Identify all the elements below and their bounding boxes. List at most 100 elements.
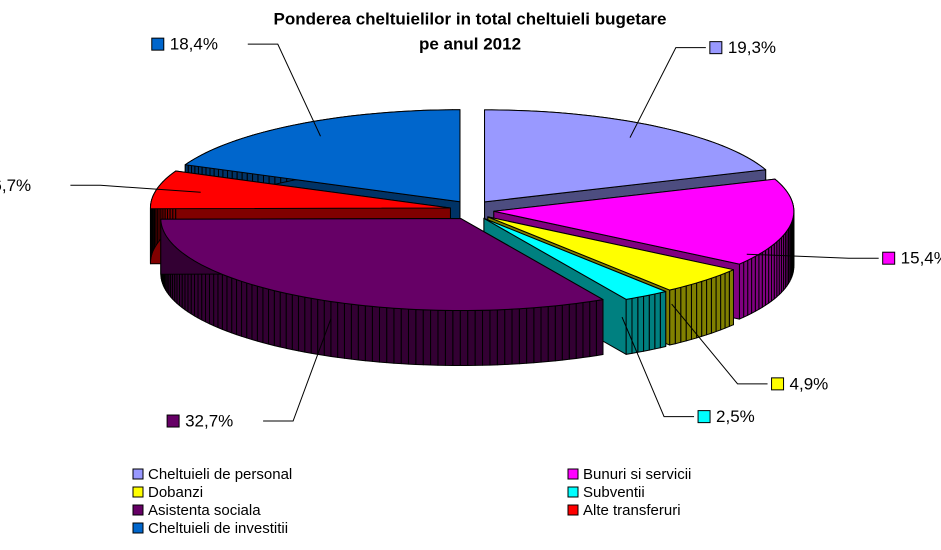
legend-swatch bbox=[567, 486, 579, 498]
label-swatch bbox=[709, 41, 723, 55]
slice-side bbox=[268, 288, 275, 347]
slice bbox=[483, 217, 667, 300]
slice-side bbox=[256, 285, 264, 344]
data-label: 19,3% bbox=[728, 38, 776, 57]
label-swatch bbox=[151, 37, 165, 51]
slice-side bbox=[393, 307, 402, 365]
slice-side bbox=[701, 279, 708, 337]
slice bbox=[484, 109, 767, 203]
slice bbox=[493, 178, 795, 265]
legend-swatch bbox=[567, 504, 579, 516]
legend-label: Asistenta sociala bbox=[148, 502, 261, 519]
leader-line bbox=[671, 303, 768, 385]
slice-side bbox=[561, 303, 570, 361]
slice-side bbox=[754, 253, 760, 312]
slice-side bbox=[706, 277, 712, 336]
slice-side bbox=[511, 308, 520, 365]
slice-side bbox=[444, 309, 454, 366]
slice-side bbox=[251, 284, 258, 342]
leader-line bbox=[629, 47, 706, 138]
slice-side bbox=[533, 306, 542, 364]
chart-title: Ponderea cheltuielilor in total cheltuie… bbox=[274, 9, 667, 28]
slice-side bbox=[407, 308, 417, 365]
slice-side bbox=[452, 309, 461, 367]
slice bbox=[184, 109, 461, 203]
slice-side bbox=[680, 285, 687, 343]
slice-side bbox=[643, 294, 650, 352]
slice-side bbox=[205, 266, 210, 325]
slice-side bbox=[568, 302, 577, 360]
legend-label: Alte transferuri bbox=[583, 502, 681, 519]
slice-group bbox=[160, 218, 604, 367]
legend-swatch bbox=[567, 468, 579, 480]
slice-side bbox=[386, 307, 395, 364]
slice-side bbox=[400, 308, 409, 365]
slice-side bbox=[459, 309, 469, 367]
slice-side bbox=[526, 307, 535, 364]
slice-side bbox=[273, 290, 281, 348]
legend-label: Cheltuieli de investitii bbox=[148, 520, 288, 537]
legend-swatch bbox=[132, 522, 144, 534]
legend-swatch bbox=[132, 486, 144, 498]
data-label: 6,7% bbox=[0, 176, 31, 195]
slice-side bbox=[208, 268, 215, 327]
slice-side bbox=[350, 303, 359, 361]
slice-side bbox=[262, 287, 270, 345]
legend-swatch bbox=[132, 504, 144, 516]
slice-side bbox=[547, 305, 556, 363]
legend-label: Bunuri si servicii bbox=[583, 466, 691, 483]
slice-side bbox=[364, 305, 373, 362]
slice-side bbox=[415, 308, 424, 366]
slice-side bbox=[654, 292, 661, 350]
slice-side bbox=[496, 309, 506, 366]
slice-side bbox=[213, 270, 219, 329]
legend-label: Subventii bbox=[583, 484, 645, 501]
slice-group bbox=[484, 109, 767, 258]
slice-side bbox=[589, 300, 597, 358]
slice-side bbox=[728, 269, 734, 327]
slice bbox=[487, 216, 734, 291]
slice-side bbox=[758, 251, 763, 310]
leader-line bbox=[621, 316, 695, 418]
slice-side bbox=[489, 309, 498, 366]
slice-side bbox=[715, 274, 722, 333]
legend-swatch bbox=[132, 468, 144, 480]
data-label: 18,4% bbox=[170, 35, 218, 54]
slice-side bbox=[595, 299, 604, 357]
slice-side bbox=[430, 309, 439, 366]
slice bbox=[160, 218, 604, 312]
slice-side bbox=[625, 297, 633, 355]
slice-side bbox=[291, 294, 299, 352]
slice-side bbox=[236, 279, 243, 337]
slice-side bbox=[310, 297, 319, 355]
slice-side bbox=[304, 296, 312, 354]
chart-subtitle: pe anul 2012 bbox=[419, 34, 521, 53]
slice-side bbox=[685, 283, 692, 342]
slice-side bbox=[637, 295, 645, 353]
label-swatch bbox=[697, 410, 711, 424]
slice-side bbox=[659, 291, 667, 349]
slice-side bbox=[710, 276, 717, 334]
leader-line bbox=[263, 318, 332, 422]
slice-side bbox=[720, 272, 726, 331]
slice-side bbox=[669, 288, 676, 346]
slice-side bbox=[575, 302, 584, 359]
slice-side bbox=[474, 309, 484, 366]
slice-side bbox=[422, 309, 432, 366]
slice-side bbox=[738, 261, 745, 320]
slice-side bbox=[246, 282, 253, 341]
data-label: 2,5% bbox=[716, 407, 755, 426]
data-label: 32,7% bbox=[185, 412, 233, 431]
slice-side bbox=[337, 301, 345, 359]
slice-side bbox=[226, 275, 233, 334]
legend-label: Dobanzi bbox=[148, 484, 203, 501]
slice-side bbox=[371, 305, 380, 363]
leader-line bbox=[746, 253, 879, 259]
label-swatch bbox=[166, 414, 180, 428]
slice-side bbox=[343, 302, 352, 360]
slice-side bbox=[330, 300, 339, 358]
slice-side bbox=[297, 295, 306, 353]
slice-side bbox=[696, 280, 703, 339]
data-label: 4,9% bbox=[790, 374, 829, 393]
